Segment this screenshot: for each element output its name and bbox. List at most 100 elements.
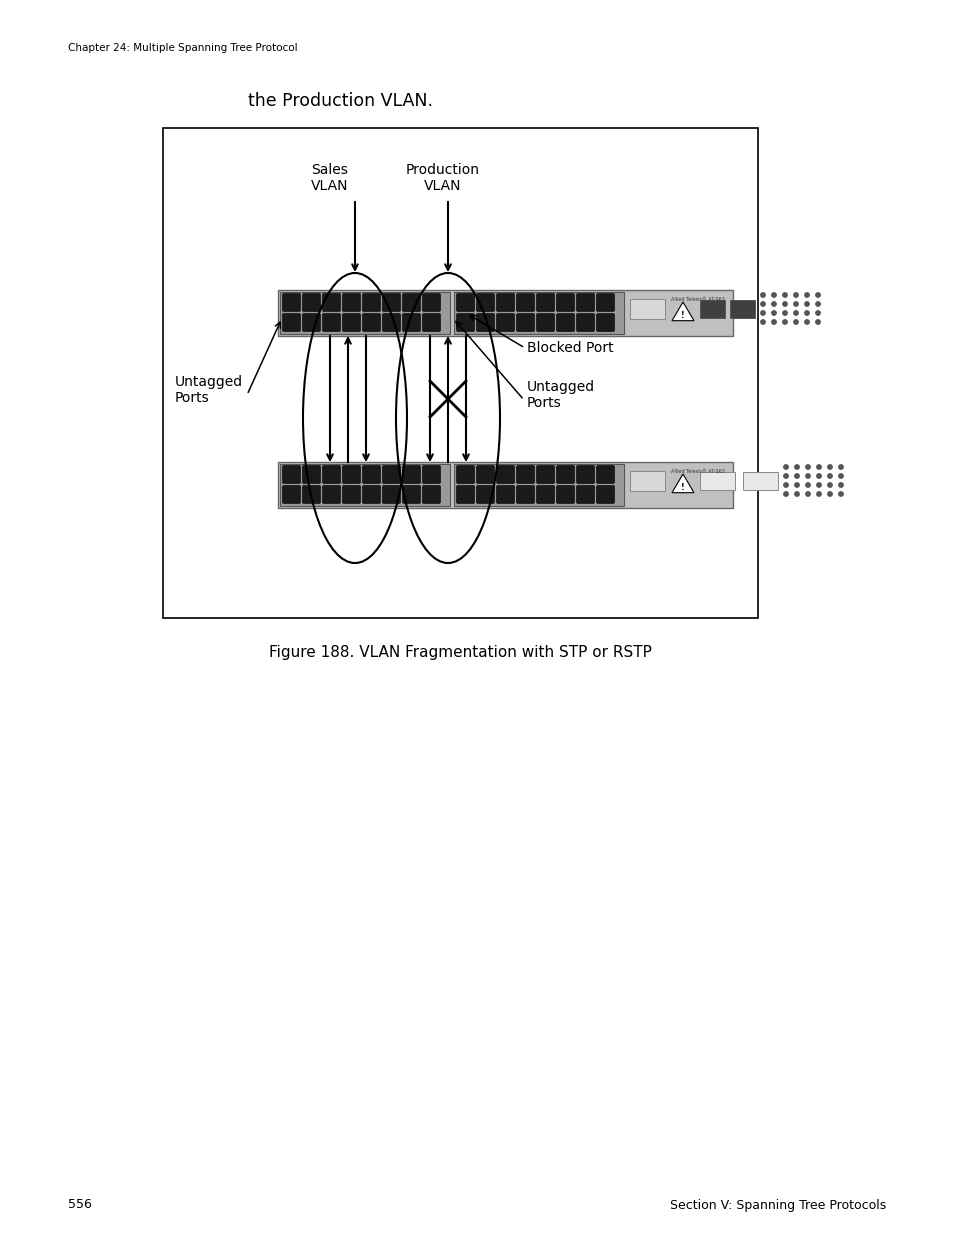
Circle shape — [805, 464, 809, 469]
Text: !: ! — [680, 310, 684, 320]
FancyBboxPatch shape — [402, 294, 420, 311]
FancyBboxPatch shape — [496, 485, 514, 504]
FancyBboxPatch shape — [402, 466, 420, 483]
FancyBboxPatch shape — [596, 466, 614, 483]
Circle shape — [771, 301, 776, 306]
Text: Allied Telesis® AT-S63: Allied Telesis® AT-S63 — [670, 469, 724, 474]
FancyBboxPatch shape — [322, 294, 340, 311]
FancyBboxPatch shape — [536, 294, 554, 311]
Circle shape — [838, 464, 842, 469]
FancyBboxPatch shape — [422, 466, 440, 483]
Circle shape — [815, 311, 820, 315]
Circle shape — [827, 483, 831, 487]
Circle shape — [783, 474, 787, 478]
FancyBboxPatch shape — [516, 466, 534, 483]
Polygon shape — [671, 474, 693, 493]
Circle shape — [771, 311, 776, 315]
Bar — [280, 291, 450, 333]
Circle shape — [782, 311, 786, 315]
Bar — [277, 290, 732, 336]
Circle shape — [804, 301, 808, 306]
Circle shape — [783, 464, 787, 469]
Bar — [280, 464, 450, 506]
Text: Blocked Port: Blocked Port — [526, 341, 613, 354]
Circle shape — [804, 320, 808, 325]
FancyBboxPatch shape — [496, 466, 514, 483]
FancyBboxPatch shape — [362, 466, 380, 483]
Bar — [163, 128, 758, 618]
FancyBboxPatch shape — [322, 485, 340, 504]
Circle shape — [771, 293, 776, 298]
Circle shape — [760, 320, 764, 325]
FancyBboxPatch shape — [382, 485, 400, 504]
FancyBboxPatch shape — [422, 294, 440, 311]
FancyBboxPatch shape — [362, 294, 380, 311]
Text: the Production VLAN.: the Production VLAN. — [248, 91, 433, 110]
Bar — [277, 462, 732, 508]
FancyBboxPatch shape — [576, 314, 594, 331]
Text: !: ! — [680, 483, 684, 492]
Circle shape — [804, 293, 808, 298]
FancyBboxPatch shape — [476, 466, 494, 483]
Circle shape — [783, 492, 787, 496]
FancyBboxPatch shape — [596, 294, 614, 311]
Circle shape — [816, 474, 821, 478]
FancyBboxPatch shape — [456, 466, 474, 483]
Circle shape — [804, 311, 808, 315]
Circle shape — [794, 492, 799, 496]
Polygon shape — [671, 303, 693, 321]
Circle shape — [783, 483, 787, 487]
Text: Section V: Spanning Tree Protocols: Section V: Spanning Tree Protocols — [669, 1198, 885, 1212]
FancyBboxPatch shape — [422, 314, 440, 331]
FancyBboxPatch shape — [302, 314, 320, 331]
Circle shape — [794, 474, 799, 478]
Text: Allied Telesis® AT-S63: Allied Telesis® AT-S63 — [670, 296, 724, 303]
Circle shape — [794, 464, 799, 469]
Circle shape — [794, 483, 799, 487]
Circle shape — [838, 474, 842, 478]
Circle shape — [793, 320, 798, 325]
FancyBboxPatch shape — [402, 314, 420, 331]
Circle shape — [805, 483, 809, 487]
FancyBboxPatch shape — [342, 294, 360, 311]
FancyBboxPatch shape — [362, 485, 380, 504]
Circle shape — [793, 311, 798, 315]
FancyBboxPatch shape — [556, 314, 574, 331]
Circle shape — [782, 320, 786, 325]
Circle shape — [827, 492, 831, 496]
FancyBboxPatch shape — [402, 485, 420, 504]
FancyBboxPatch shape — [476, 314, 494, 331]
FancyBboxPatch shape — [302, 485, 320, 504]
Text: 556: 556 — [68, 1198, 91, 1212]
Bar — [454, 464, 623, 506]
FancyBboxPatch shape — [476, 294, 494, 311]
Circle shape — [793, 301, 798, 306]
Circle shape — [793, 293, 798, 298]
Circle shape — [815, 320, 820, 325]
Bar — [729, 300, 754, 317]
Circle shape — [805, 474, 809, 478]
FancyBboxPatch shape — [556, 294, 574, 311]
FancyBboxPatch shape — [576, 294, 594, 311]
FancyBboxPatch shape — [476, 485, 494, 504]
FancyBboxPatch shape — [362, 314, 380, 331]
Text: Sales
VLAN: Sales VLAN — [311, 163, 349, 193]
FancyBboxPatch shape — [516, 314, 534, 331]
Text: Untagged
Ports: Untagged Ports — [174, 375, 243, 405]
FancyBboxPatch shape — [496, 314, 514, 331]
Text: Untagged
Ports: Untagged Ports — [526, 380, 595, 410]
Circle shape — [838, 492, 842, 496]
FancyBboxPatch shape — [456, 294, 474, 311]
FancyBboxPatch shape — [516, 485, 534, 504]
Circle shape — [816, 483, 821, 487]
FancyBboxPatch shape — [342, 314, 360, 331]
Text: Figure 188. VLAN Fragmentation with STP or RSTP: Figure 188. VLAN Fragmentation with STP … — [269, 646, 651, 661]
Circle shape — [760, 311, 764, 315]
Text: Chapter 24: Multiple Spanning Tree Protocol: Chapter 24: Multiple Spanning Tree Proto… — [68, 43, 297, 53]
FancyBboxPatch shape — [282, 314, 300, 331]
FancyBboxPatch shape — [382, 294, 400, 311]
FancyBboxPatch shape — [516, 294, 534, 311]
Circle shape — [771, 320, 776, 325]
Bar — [700, 300, 724, 317]
FancyBboxPatch shape — [456, 314, 474, 331]
